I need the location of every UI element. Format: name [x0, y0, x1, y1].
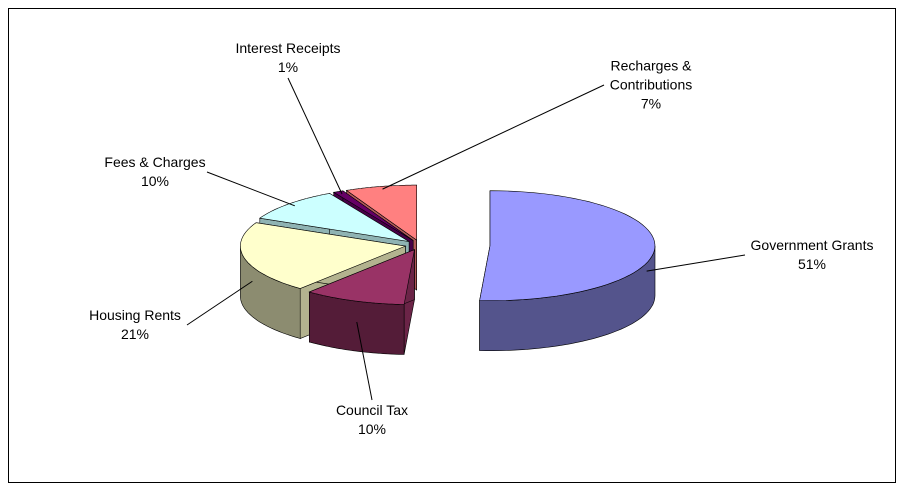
- value-label: 10%: [357, 421, 387, 437]
- value-label: 51%: [797, 256, 827, 272]
- leader-line: [382, 84, 605, 190]
- slice-top: [332, 190, 414, 241]
- leader-line: [287, 77, 343, 195]
- chart-frame: [8, 8, 896, 483]
- category-label: Council Tax: [335, 402, 409, 418]
- slice-label: Housing Rents 21%: [75, 306, 195, 344]
- slice-label: Fees & Charges 10%: [95, 153, 215, 191]
- slice-top: [240, 222, 407, 289]
- slice-label: Interest Receipts 1%: [223, 39, 353, 77]
- value-label: 10%: [140, 173, 170, 189]
- slice-label: Council Tax 10%: [312, 401, 432, 439]
- category-label: Government Grants: [750, 237, 874, 253]
- value-label: 21%: [120, 326, 150, 342]
- slice-label: Recharges & Contributions 7%: [596, 57, 706, 114]
- leader-line: [206, 171, 295, 207]
- value-label: 1%: [277, 59, 299, 75]
- leader-line: [356, 321, 373, 401]
- leader-line: [186, 280, 253, 326]
- slice-top: [345, 184, 418, 241]
- value-label: 7%: [640, 95, 662, 112]
- slice-label: Government Grants 51%: [737, 236, 887, 274]
- slice: [479, 190, 656, 352]
- leader-line: [646, 254, 746, 272]
- slice-top: [308, 249, 415, 305]
- category-label: Recharges & Contributions: [609, 57, 693, 93]
- category-label: Fees & Charges: [104, 154, 206, 170]
- category-label: Housing Rents: [89, 307, 181, 323]
- slice-top: [479, 190, 656, 302]
- category-label: Interest Receipts: [235, 40, 341, 56]
